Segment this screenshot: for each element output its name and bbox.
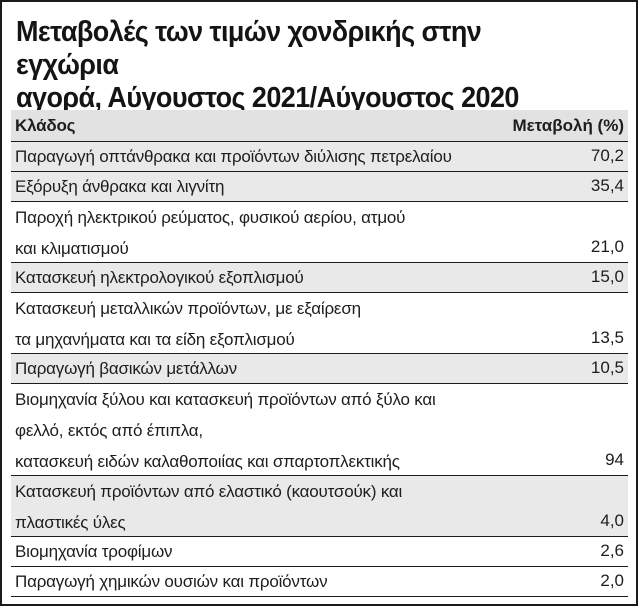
row-change-value: 70,2 [590, 146, 624, 165]
table-row: Βιομηχανία ξύλου και κατασκευή προϊόντων… [11, 384, 628, 476]
header-change: Μεταβολή (%) [512, 116, 624, 135]
table-row: Εξόρυξη άνθρακα και λιγνίτη 35,4 [11, 172, 628, 202]
row-sector: Βιομηχανία τροφίμων [15, 537, 485, 567]
sector-line: Εξόρυξη άνθρακα και λιγνίτη [15, 177, 225, 196]
row-change-value: 13,5 [590, 328, 624, 347]
sector-line: Παραγωγή βασικών μετάλλων [15, 359, 237, 378]
sector-line: τα μηχανήματα και τα είδη εξοπλισμού [15, 330, 295, 349]
table-row: Κατασκευή ηλεκτρολογικού εξοπλισμού 15,0 [11, 263, 628, 293]
row-change-value: 15,0 [590, 267, 624, 286]
row-change-value: 94 [605, 450, 624, 469]
sector-line: Παραγωγή χημικών ουσιών και προϊόντων [15, 572, 328, 591]
table-row: Παραγωγή οπτάνθρακα και προϊόντων διύλισ… [11, 142, 628, 172]
table-row: Παροχή ηλεκτρικού ρεύματος, φυσικού αερί… [11, 202, 628, 263]
row-change-value: 2,6 [600, 541, 624, 560]
row-sector: Βιομηχανία ξύλου και κατασκευή προϊόντων… [15, 384, 485, 477]
table-row: Κατασκευή μεταλλικών προϊόντων, με εξαίρ… [11, 293, 628, 354]
table-row: Κατασκευή προϊόντων από ελαστικό (καουτσ… [11, 476, 628, 537]
row-change-value: 35,4 [590, 176, 624, 195]
sector-line: Κατασκευή μεταλλικών προϊόντων, με εξαίρ… [15, 299, 361, 318]
sector-line: και κλιματισμού [15, 239, 129, 258]
row-sector: Παραγωγή βασικών μετάλλων [15, 354, 485, 384]
table-body: Παραγωγή οπτάνθρακα και προϊόντων διύλισ… [11, 142, 628, 597]
row-sector: Κατασκευή μεταλλικών προϊόντων, με εξαίρ… [15, 293, 485, 355]
sector-line: πλαστικές ύλες [15, 513, 126, 532]
price-change-table: Κλάδος Μεταβολή (%) Παραγωγή οπτάνθρακα … [11, 110, 628, 597]
sector-line: φελλό, εκτός από έπιπλα, [15, 421, 203, 440]
table-row: Βιομηχανία τροφίμων 2,6 [11, 537, 628, 567]
row-change-value: 10,5 [590, 358, 624, 377]
row-sector: Παραγωγή χημικών ουσιών και προϊόντων [15, 567, 485, 597]
row-sector: Κατασκευή ηλεκτρολογικού εξοπλισμού [15, 263, 485, 293]
table-row: Παραγωγή βασικών μετάλλων 10,5 [11, 354, 628, 384]
row-change-value: 4,0 [600, 511, 624, 530]
sector-line: Παραγωγή οπτάνθρακα και προϊόντων διύλισ… [15, 147, 452, 166]
row-sector: Κατασκευή προϊόντων από ελαστικό (καουτσ… [15, 476, 485, 538]
sector-line: Βιομηχανία τροφίμων [15, 542, 173, 561]
sector-line: κατασκευή ειδών καλαθοποιίας και σπαρτοπ… [15, 452, 400, 471]
table-row: Παραγωγή χημικών ουσιών και προϊόντων 2,0 [11, 567, 628, 597]
table-header: Κλάδος Μεταβολή (%) [11, 110, 628, 142]
page-title: Μεταβολές των τιμών χονδρικής στην εγχώρ… [16, 16, 583, 115]
sector-line: Βιομηχανία ξύλου και κατασκευή προϊόντων… [15, 390, 436, 409]
sector-line: Παροχή ηλεκτρικού ρεύματος, φυσικού αερί… [15, 208, 406, 227]
row-sector: Εξόρυξη άνθρακα και λιγνίτη [15, 172, 485, 202]
header-sector: Κλάδος [15, 116, 76, 135]
title-line-1: Μεταβολές των τιμών χονδρικής στην εγχώρ… [16, 16, 482, 81]
title-line-2: αγορά, Αύγουστος 2021/Αύγουστος 2020 [16, 82, 519, 114]
sector-line: Κατασκευή ηλεκτρολογικού εξοπλισμού [15, 268, 304, 287]
sector-line: Κατασκευή προϊόντων από ελαστικό (καουτσ… [15, 482, 403, 501]
row-sector: Παροχή ηλεκτρικού ρεύματος, φυσικού αερί… [15, 202, 485, 264]
row-sector: Παραγωγή οπτάνθρακα και προϊόντων διύλισ… [15, 142, 485, 172]
row-change-value: 21,0 [590, 237, 624, 256]
row-change-value: 2,0 [600, 571, 624, 590]
